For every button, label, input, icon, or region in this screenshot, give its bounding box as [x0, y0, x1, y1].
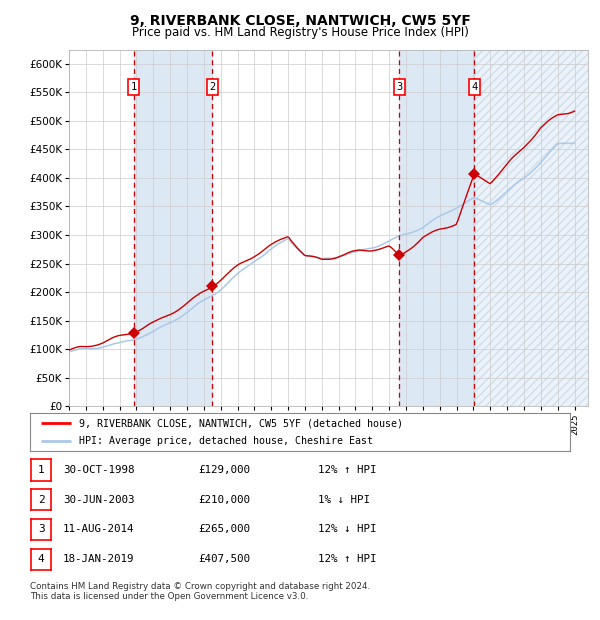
Text: 9, RIVERBANK CLOSE, NANTWICH, CW5 5YF (detached house): 9, RIVERBANK CLOSE, NANTWICH, CW5 5YF (d…: [79, 418, 403, 428]
Bar: [134, 50, 212, 406]
Text: 12% ↓ HPI: 12% ↓ HPI: [318, 525, 377, 534]
Text: Price paid vs. HM Land Registry's House Price Index (HPI): Price paid vs. HM Land Registry's House …: [131, 26, 469, 39]
Bar: [474, 50, 588, 406]
Text: 12% ↑ HPI: 12% ↑ HPI: [318, 554, 377, 564]
Text: 3: 3: [38, 525, 44, 534]
Text: 30-OCT-1998: 30-OCT-1998: [63, 465, 134, 475]
Text: £129,000: £129,000: [198, 465, 250, 475]
Text: 2: 2: [209, 82, 215, 92]
Text: 18-JAN-2019: 18-JAN-2019: [63, 554, 134, 564]
Text: 2: 2: [38, 495, 44, 505]
Text: HPI: Average price, detached house, Cheshire East: HPI: Average price, detached house, Ches…: [79, 436, 373, 446]
Text: 1: 1: [38, 465, 44, 475]
Text: Contains HM Land Registry data © Crown copyright and database right 2024.
This d: Contains HM Land Registry data © Crown c…: [30, 582, 370, 601]
Text: 4: 4: [38, 554, 44, 564]
Text: 3: 3: [397, 82, 403, 92]
Text: £265,000: £265,000: [198, 525, 250, 534]
Text: £407,500: £407,500: [198, 554, 250, 564]
Text: 4: 4: [471, 82, 478, 92]
Text: 30-JUN-2003: 30-JUN-2003: [63, 495, 134, 505]
Text: 1% ↓ HPI: 1% ↓ HPI: [318, 495, 370, 505]
Text: £210,000: £210,000: [198, 495, 250, 505]
Text: 11-AUG-2014: 11-AUG-2014: [63, 525, 134, 534]
Text: 9, RIVERBANK CLOSE, NANTWICH, CW5 5YF: 9, RIVERBANK CLOSE, NANTWICH, CW5 5YF: [130, 14, 470, 28]
Bar: [400, 50, 474, 406]
Text: 1: 1: [130, 82, 137, 92]
Text: 12% ↑ HPI: 12% ↑ HPI: [318, 465, 377, 475]
